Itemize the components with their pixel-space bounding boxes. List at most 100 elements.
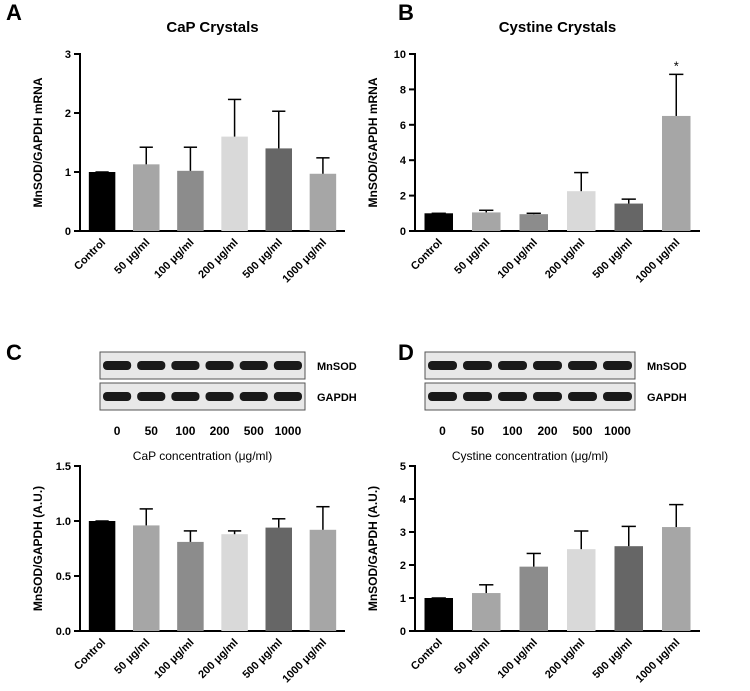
x-tick-label: 1000 μg/ml	[634, 237, 683, 286]
y-tick-label: 10	[394, 49, 406, 61]
x-tick-label: 100 μg/ml	[152, 637, 196, 681]
blot-band	[568, 361, 597, 370]
bar	[614, 546, 643, 631]
bar	[221, 136, 248, 231]
lane-label: 50	[471, 424, 485, 438]
blot-band	[137, 361, 166, 370]
y-tick-label: 6	[400, 120, 406, 132]
blot-band	[463, 392, 492, 401]
bar	[424, 598, 453, 631]
x-tick-label: 50 μg/ml	[112, 637, 152, 677]
lane-label: 0	[439, 424, 446, 438]
bar	[614, 203, 643, 231]
y-tick-label: 0	[400, 626, 406, 638]
blot-band	[239, 361, 268, 370]
blot-strip	[424, 382, 636, 411]
y-tick-label: 4	[400, 155, 407, 167]
y-tick-label: 0	[400, 226, 406, 238]
x-tick-label: 50 μg/ml	[112, 237, 152, 277]
bar	[133, 164, 160, 231]
blot-band	[103, 361, 132, 370]
y-tick-label: 0	[65, 226, 71, 238]
y-axis-label: MnSOD/GAPDH (A.U.)	[31, 486, 45, 611]
x-tick-label: 500 μg/ml	[590, 637, 634, 681]
y-tick-label: 2	[65, 108, 71, 120]
x-tick-label: 50 μg/ml	[452, 637, 492, 677]
blot-caption: CaP concentration (μg/ml)	[133, 449, 272, 463]
annotation: *	[674, 58, 679, 73]
bar	[88, 521, 116, 631]
chart-title: Cystine Crystals	[499, 19, 617, 36]
lane-label: 200	[210, 424, 230, 438]
blot-band	[273, 392, 302, 401]
x-tick-label: 500 μg/ml	[590, 237, 634, 281]
y-tick-label: 3	[400, 527, 406, 539]
blot-band	[239, 392, 268, 401]
blot-band	[205, 392, 234, 401]
y-tick-label: 8	[400, 84, 406, 96]
blot-band	[273, 361, 302, 370]
x-tick-label: 200 μg/ml	[196, 637, 240, 681]
blot-band	[463, 361, 492, 370]
blot-band	[533, 392, 562, 401]
x-tick-label: 500 μg/ml	[240, 637, 284, 681]
x-tick-label: Control	[409, 637, 445, 673]
y-tick-label: 5	[400, 461, 406, 473]
bar	[177, 170, 204, 231]
y-axis-label: MnSOD/GAPDH mRNA	[31, 77, 45, 207]
panel-letter: C	[6, 340, 22, 365]
y-tick-label: 1.5	[56, 461, 71, 473]
y-tick-label: 2	[400, 191, 406, 203]
lane-label: 500	[244, 424, 264, 438]
blot-band	[171, 361, 200, 370]
y-tick-label: 1	[65, 167, 71, 179]
x-tick-label: 100 μg/ml	[495, 637, 539, 681]
bar	[177, 541, 204, 631]
blot-band	[533, 361, 562, 370]
blot-band	[498, 392, 527, 401]
lane-label: 100	[502, 424, 522, 438]
protein-label: GAPDH	[647, 392, 687, 404]
blot-band	[171, 392, 200, 401]
lane-label: 200	[537, 424, 557, 438]
bar	[424, 213, 453, 231]
x-tick-label: 50 μg/ml	[452, 237, 492, 277]
blot-band	[498, 361, 527, 370]
bar	[265, 148, 292, 231]
bar	[567, 191, 596, 231]
y-tick-label: 4	[400, 494, 407, 506]
bar	[472, 212, 501, 231]
bar	[309, 173, 337, 231]
x-tick-label: Control	[409, 237, 445, 273]
blot-strip	[424, 351, 636, 380]
y-tick-label: 0.0	[56, 626, 71, 638]
bar	[309, 529, 337, 631]
lane-label: 0	[114, 424, 121, 438]
protein-label: MnSOD	[317, 361, 357, 373]
blot-band	[137, 392, 166, 401]
bar	[472, 593, 501, 631]
bar	[221, 534, 248, 631]
blot-band	[428, 392, 457, 401]
bar	[662, 527, 691, 631]
x-tick-label: 1000 μg/ml	[280, 237, 329, 286]
x-tick-label: 1000 μg/ml	[634, 637, 683, 686]
blot-strip	[99, 351, 306, 380]
blot-strip	[99, 382, 306, 411]
blot-band	[603, 392, 632, 401]
y-axis-label: MnSOD/GAPDH mRNA	[366, 77, 380, 207]
x-tick-label: 200 μg/ml	[196, 237, 240, 281]
lane-label: 500	[572, 424, 592, 438]
bar	[519, 566, 548, 631]
x-tick-label: Control	[72, 237, 108, 273]
y-axis-label: MnSOD/GAPDH (A.U.)	[366, 486, 380, 611]
lane-label: 100	[175, 424, 195, 438]
panel-letter: B	[398, 0, 414, 25]
blot-band	[603, 361, 632, 370]
blot-caption: Cystine concentration (μg/ml)	[452, 449, 608, 463]
x-tick-label: 200 μg/ml	[543, 237, 587, 281]
y-tick-label: 0.5	[56, 571, 71, 583]
lane-label: 50	[145, 424, 159, 438]
chart-title: CaP Crystals	[166, 19, 258, 36]
bar	[567, 549, 596, 631]
